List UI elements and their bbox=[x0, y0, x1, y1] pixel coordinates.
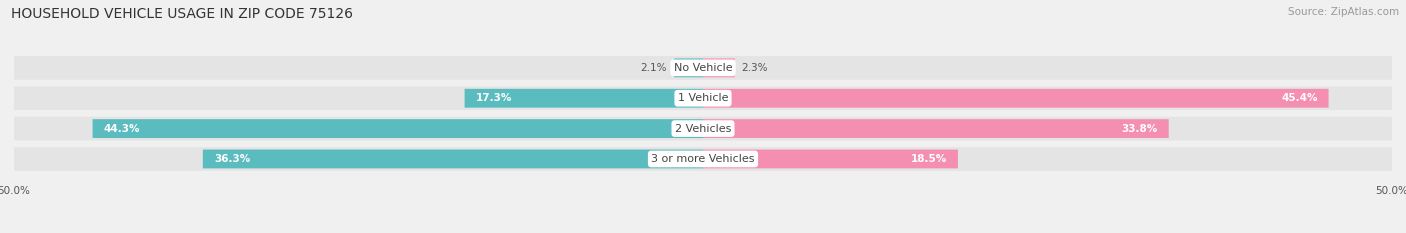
Text: 44.3%: 44.3% bbox=[104, 123, 141, 134]
FancyBboxPatch shape bbox=[464, 89, 703, 108]
Text: 1 Vehicle: 1 Vehicle bbox=[678, 93, 728, 103]
FancyBboxPatch shape bbox=[202, 150, 703, 168]
FancyBboxPatch shape bbox=[703, 58, 735, 77]
Text: 2.3%: 2.3% bbox=[741, 63, 768, 73]
Text: Source: ZipAtlas.com: Source: ZipAtlas.com bbox=[1288, 7, 1399, 17]
FancyBboxPatch shape bbox=[14, 56, 1392, 80]
FancyBboxPatch shape bbox=[93, 119, 703, 138]
Text: 45.4%: 45.4% bbox=[1281, 93, 1317, 103]
FancyBboxPatch shape bbox=[14, 86, 1392, 110]
FancyBboxPatch shape bbox=[703, 119, 1168, 138]
Text: 18.5%: 18.5% bbox=[911, 154, 946, 164]
Text: 2 Vehicles: 2 Vehicles bbox=[675, 123, 731, 134]
FancyBboxPatch shape bbox=[703, 150, 957, 168]
Text: 3 or more Vehicles: 3 or more Vehicles bbox=[651, 154, 755, 164]
FancyBboxPatch shape bbox=[703, 89, 1329, 108]
Text: 33.8%: 33.8% bbox=[1122, 123, 1157, 134]
Text: 36.3%: 36.3% bbox=[214, 154, 250, 164]
Text: No Vehicle: No Vehicle bbox=[673, 63, 733, 73]
Text: 2.1%: 2.1% bbox=[641, 63, 668, 73]
Text: HOUSEHOLD VEHICLE USAGE IN ZIP CODE 75126: HOUSEHOLD VEHICLE USAGE IN ZIP CODE 7512… bbox=[11, 7, 353, 21]
FancyBboxPatch shape bbox=[673, 58, 703, 77]
Text: 17.3%: 17.3% bbox=[475, 93, 512, 103]
FancyBboxPatch shape bbox=[14, 147, 1392, 171]
FancyBboxPatch shape bbox=[14, 117, 1392, 140]
